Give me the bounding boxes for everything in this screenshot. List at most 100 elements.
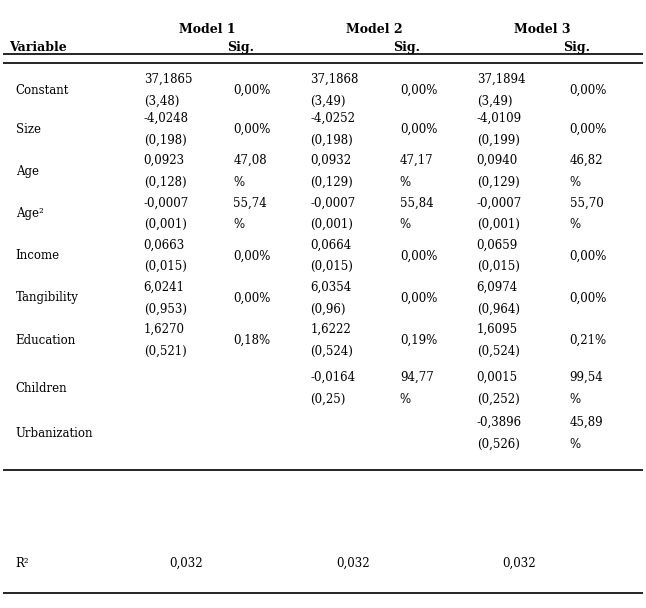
Text: 45,89: 45,89 <box>570 416 603 429</box>
Text: 0,00%: 0,00% <box>570 249 607 262</box>
Text: 0,032: 0,032 <box>336 556 370 570</box>
Text: (0,015): (0,015) <box>143 260 187 273</box>
Text: (0,198): (0,198) <box>143 134 187 147</box>
Text: 1,6222: 1,6222 <box>310 323 351 336</box>
Text: -4,0248: -4,0248 <box>143 112 189 125</box>
Text: Tangibility: Tangibility <box>16 291 78 305</box>
Text: (0,524): (0,524) <box>477 345 519 358</box>
Text: 6,0354: 6,0354 <box>310 281 351 294</box>
Text: 0,0923: 0,0923 <box>143 154 185 167</box>
Text: 0,00%: 0,00% <box>400 123 437 136</box>
Text: 0,00%: 0,00% <box>233 123 271 136</box>
Text: (0,96): (0,96) <box>310 302 346 316</box>
Text: 0,0659: 0,0659 <box>477 238 518 252</box>
Text: 0,0664: 0,0664 <box>310 238 351 252</box>
Text: -0,0164: -0,0164 <box>310 371 355 384</box>
Text: 0,00%: 0,00% <box>400 84 437 97</box>
Text: Education: Education <box>16 334 76 347</box>
Text: 0,00%: 0,00% <box>570 123 607 136</box>
Text: Model 3: Model 3 <box>514 23 570 36</box>
Text: 0,00%: 0,00% <box>233 291 271 305</box>
Text: 0,0663: 0,0663 <box>143 238 185 252</box>
Text: 0,00%: 0,00% <box>570 291 607 305</box>
Text: (3,49): (3,49) <box>477 94 512 108</box>
Text: (0,524): (0,524) <box>310 345 353 358</box>
Text: Children: Children <box>16 382 67 395</box>
Text: 1,6270: 1,6270 <box>143 323 185 336</box>
Text: 37,1865: 37,1865 <box>143 73 192 86</box>
Text: (0,252): (0,252) <box>477 393 519 406</box>
Text: (0,129): (0,129) <box>477 176 519 189</box>
Text: -4,0252: -4,0252 <box>310 112 355 125</box>
Text: (0,015): (0,015) <box>310 260 353 273</box>
Text: (0,521): (0,521) <box>143 345 187 358</box>
Text: Age: Age <box>16 165 39 178</box>
Text: 94,77: 94,77 <box>400 371 433 384</box>
Text: 0,00%: 0,00% <box>233 84 271 97</box>
Text: -0,0007: -0,0007 <box>310 196 355 209</box>
Text: (0,001): (0,001) <box>310 218 353 231</box>
Text: Urbanization: Urbanization <box>16 427 93 440</box>
Text: (0,199): (0,199) <box>477 134 519 147</box>
Text: (3,49): (3,49) <box>310 94 346 108</box>
Text: Variable: Variable <box>9 41 67 55</box>
Text: (3,48): (3,48) <box>143 94 179 108</box>
Text: Size: Size <box>16 123 41 136</box>
Text: 0,032: 0,032 <box>169 556 203 570</box>
Text: R²: R² <box>16 556 29 570</box>
Text: Age²: Age² <box>16 207 43 220</box>
Text: (0,25): (0,25) <box>310 393 346 406</box>
Text: -0,3896: -0,3896 <box>477 416 522 429</box>
Text: 0,0940: 0,0940 <box>477 154 518 167</box>
Text: (0,953): (0,953) <box>143 302 187 316</box>
Text: (0,015): (0,015) <box>477 260 519 273</box>
Text: Constant: Constant <box>16 84 69 97</box>
Text: 55,84: 55,84 <box>400 196 433 209</box>
Text: Income: Income <box>16 249 59 262</box>
Text: 1,6095: 1,6095 <box>477 323 518 336</box>
Text: (0,001): (0,001) <box>143 218 187 231</box>
Text: 47,08: 47,08 <box>233 154 267 167</box>
Text: %: % <box>570 218 581 231</box>
Text: (0,526): (0,526) <box>477 438 519 451</box>
Text: Sig.: Sig. <box>393 41 421 55</box>
Text: 37,1868: 37,1868 <box>310 73 359 86</box>
Text: (0,198): (0,198) <box>310 134 353 147</box>
Text: 0,032: 0,032 <box>503 556 536 570</box>
Text: 0,0015: 0,0015 <box>477 371 518 384</box>
Text: 0,00%: 0,00% <box>400 291 437 305</box>
Text: Model 2: Model 2 <box>346 23 402 36</box>
Text: 37,1894: 37,1894 <box>477 73 525 86</box>
Text: 46,82: 46,82 <box>570 154 603 167</box>
Text: 0,00%: 0,00% <box>400 249 437 262</box>
Text: 47,17: 47,17 <box>400 154 433 167</box>
Text: %: % <box>400 218 411 231</box>
Text: %: % <box>570 393 581 406</box>
Text: 0,00%: 0,00% <box>570 84 607 97</box>
Text: 0,0932: 0,0932 <box>310 154 351 167</box>
Text: Sig.: Sig. <box>227 41 254 55</box>
Text: 6,0974: 6,0974 <box>477 281 518 294</box>
Text: %: % <box>400 176 411 189</box>
Text: 99,54: 99,54 <box>570 371 603 384</box>
Text: 0,00%: 0,00% <box>233 249 271 262</box>
Text: 6,0241: 6,0241 <box>143 281 185 294</box>
Text: %: % <box>400 393 411 406</box>
Text: 0,19%: 0,19% <box>400 334 437 347</box>
Text: -0,0007: -0,0007 <box>143 196 189 209</box>
Text: (0,964): (0,964) <box>477 302 519 316</box>
Text: %: % <box>570 176 581 189</box>
Text: (0,129): (0,129) <box>310 176 353 189</box>
Text: 0,21%: 0,21% <box>570 334 607 347</box>
Text: 0,18%: 0,18% <box>233 334 271 347</box>
Text: -0,0007: -0,0007 <box>477 196 522 209</box>
Text: Sig.: Sig. <box>563 41 590 55</box>
Text: (0,128): (0,128) <box>143 176 186 189</box>
Text: 55,70: 55,70 <box>570 196 603 209</box>
Text: %: % <box>233 218 244 231</box>
Text: 55,74: 55,74 <box>233 196 267 209</box>
Text: (0,001): (0,001) <box>477 218 519 231</box>
Text: -4,0109: -4,0109 <box>477 112 522 125</box>
Text: Model 1: Model 1 <box>180 23 236 36</box>
Text: %: % <box>233 176 244 189</box>
